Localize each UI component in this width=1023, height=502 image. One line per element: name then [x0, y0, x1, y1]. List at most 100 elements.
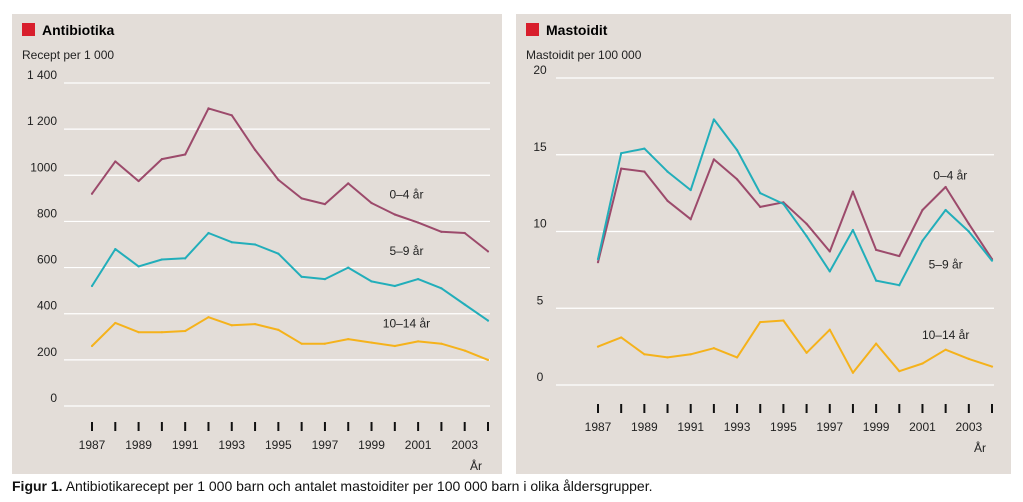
- antibiotika-data-point: [277, 328, 280, 331]
- mastoidit-data-point: [805, 222, 808, 225]
- antibiotika-data-point: [207, 231, 210, 235]
- mastoidit-title-square: [526, 23, 539, 36]
- antibiotika-data-point: [230, 324, 233, 327]
- antibiotika-data-point: [184, 257, 187, 260]
- antibiotika-data-point: [440, 287, 443, 290]
- mastoidit-data-point: [828, 270, 831, 273]
- antibiotika-data-point: [486, 358, 490, 361]
- antibiotika-x-tick-label: 1995: [265, 438, 292, 452]
- antibiotika-y-tick-label: 0: [50, 391, 57, 405]
- antibiotika-data-point: [184, 329, 187, 333]
- mastoidit-data-point: [759, 205, 762, 209]
- antibiotika-data-point: [300, 197, 303, 200]
- mastoidit-data-point: [596, 345, 600, 348]
- antibiotika-data-point: [114, 321, 117, 325]
- antibiotika-data-point: [417, 221, 420, 224]
- mastoidit-data-point: [735, 178, 739, 181]
- antibiotika-data-point: [160, 331, 163, 334]
- antibiotika-data-point: [323, 342, 327, 345]
- antibiotika-data-point: [90, 344, 94, 348]
- mastoidit-data-point: [898, 254, 901, 258]
- mastoidit-data-point: [828, 250, 831, 253]
- mastoidit-series-line-0-4-: [597, 158, 993, 263]
- antibiotika-series-label: 10–14 år: [383, 317, 430, 331]
- mastoidit-data-point: [689, 353, 692, 356]
- mastoidit-data-point: [967, 230, 970, 233]
- antibiotika-data-point: [253, 243, 257, 246]
- antibiotika-series-label: 5–9 år: [389, 244, 423, 258]
- mastoidit-y-axis-label: Mastoidit per 100 000: [526, 48, 642, 62]
- antibiotika-data-point: [207, 316, 210, 319]
- antibiotika-x-tick-label: 1993: [218, 438, 245, 452]
- mastoidit-data-point: [990, 365, 994, 368]
- antibiotika-x-tick-label: 2003: [451, 438, 478, 452]
- mastoidit-data-point: [596, 258, 600, 261]
- antibiotika-x-tick-label: 1989: [125, 438, 152, 452]
- mastoidit-data-point: [921, 239, 924, 242]
- antibiotika-data-point: [323, 203, 327, 206]
- antibiotika-data-point: [370, 341, 373, 344]
- antibiotika-data-point: [393, 284, 396, 288]
- antibiotika-x-tick-label: 2001: [405, 438, 432, 452]
- antibiotika-y-axis-label: Recept per 1 000: [22, 48, 114, 62]
- figure-caption: Figur 1. Antibiotikarecept per 1 000 bar…: [12, 478, 653, 494]
- mastoidit-series-line-10-14-: [597, 319, 993, 374]
- antibiotika-x-axis-label: År: [470, 458, 482, 473]
- antibiotika-series-label: 0–4 år: [389, 187, 423, 201]
- antibiotika-y-tick-label: 1000: [30, 160, 57, 174]
- caption-text: Antibiotikarecept per 1 000 barn och ant…: [65, 478, 653, 494]
- antibiotika-data-point: [300, 342, 303, 345]
- mastoidit-data-point: [596, 261, 600, 264]
- mastoidit-data-point: [944, 185, 947, 189]
- mastoidit-chart-panel: Mastoidit Mastoidit per 100 000 0 5 10 15 20 19…: [516, 14, 1011, 474]
- mastoidit-series-label: 10–14 år: [922, 328, 969, 342]
- antibiotika-y-tick-label: 1 200: [27, 114, 57, 128]
- antibiotika-data-point: [253, 148, 257, 152]
- mastoidit-series-line-5-9-: [597, 118, 993, 287]
- mastoidit-x-tick-label: 1987: [585, 420, 612, 434]
- mastoidit-data-point: [851, 371, 855, 374]
- antibiotika-chart: Antibiotika Recept per 1 000 0 200 400 600 800…: [22, 22, 490, 473]
- antibiotika-y-tick-label: 200: [37, 345, 57, 359]
- mastoidit-data-point: [620, 152, 623, 155]
- mastoidit-data-point: [643, 353, 646, 356]
- antibiotika-title-square: [22, 23, 35, 36]
- mastoidit-data-point: [666, 356, 669, 359]
- mastoidit-y-tick-label: 15: [533, 140, 547, 154]
- mastoidit-y-tick-label: 0: [537, 370, 544, 384]
- mastoidit-x-tick-label: 1997: [816, 420, 843, 434]
- antibiotika-data-point: [417, 278, 420, 281]
- mastoidit-series-label: 5–9 år: [929, 257, 963, 271]
- antibiotika-data-point: [184, 153, 187, 156]
- mastoidit-data-point: [666, 199, 669, 202]
- antibiotika-x-tick-label: 1997: [312, 438, 339, 452]
- mastoidit-data-point: [921, 362, 924, 365]
- antibiotika-y-tick-label: 1 400: [27, 68, 57, 82]
- mastoidit-data-point: [620, 336, 623, 339]
- mastoidit-data-point: [921, 208, 924, 212]
- antibiotika-chart-title: Antibiotika: [42, 22, 115, 38]
- mastoidit-data-point: [782, 202, 785, 205]
- mastoidit-data-point: [851, 228, 855, 232]
- mastoidit-x-tick-label: 2001: [909, 420, 936, 434]
- mastoidit-x-tick-label: 1993: [724, 420, 751, 434]
- mastoidit-data-point: [898, 284, 901, 287]
- antibiotika-data-point: [230, 114, 233, 117]
- mastoidit-y-tick-label: 20: [533, 63, 547, 77]
- antibiotika-x-tick-label: 1987: [79, 438, 106, 452]
- mastoidit-x-axis-label: År: [974, 440, 986, 455]
- antibiotika-data-point: [230, 241, 233, 244]
- antibiotika-data-point: [137, 179, 140, 183]
- antibiotika-y-tick-label: 400: [37, 299, 57, 313]
- antibiotika-data-point: [463, 231, 466, 235]
- mastoidit-data-point: [805, 351, 808, 354]
- mastoidit-data-point: [712, 118, 715, 121]
- mastoidit-data-point: [666, 170, 669, 173]
- mastoidit-chart-title: Mastoidit: [546, 22, 608, 38]
- antibiotika-data-point: [440, 230, 443, 233]
- antibiotika-data-point: [253, 322, 257, 326]
- mastoidit-data-point: [875, 279, 878, 282]
- antibiotika-data-point: [160, 258, 163, 261]
- antibiotika-data-point: [137, 265, 140, 268]
- mastoidit-data-point: [735, 149, 739, 152]
